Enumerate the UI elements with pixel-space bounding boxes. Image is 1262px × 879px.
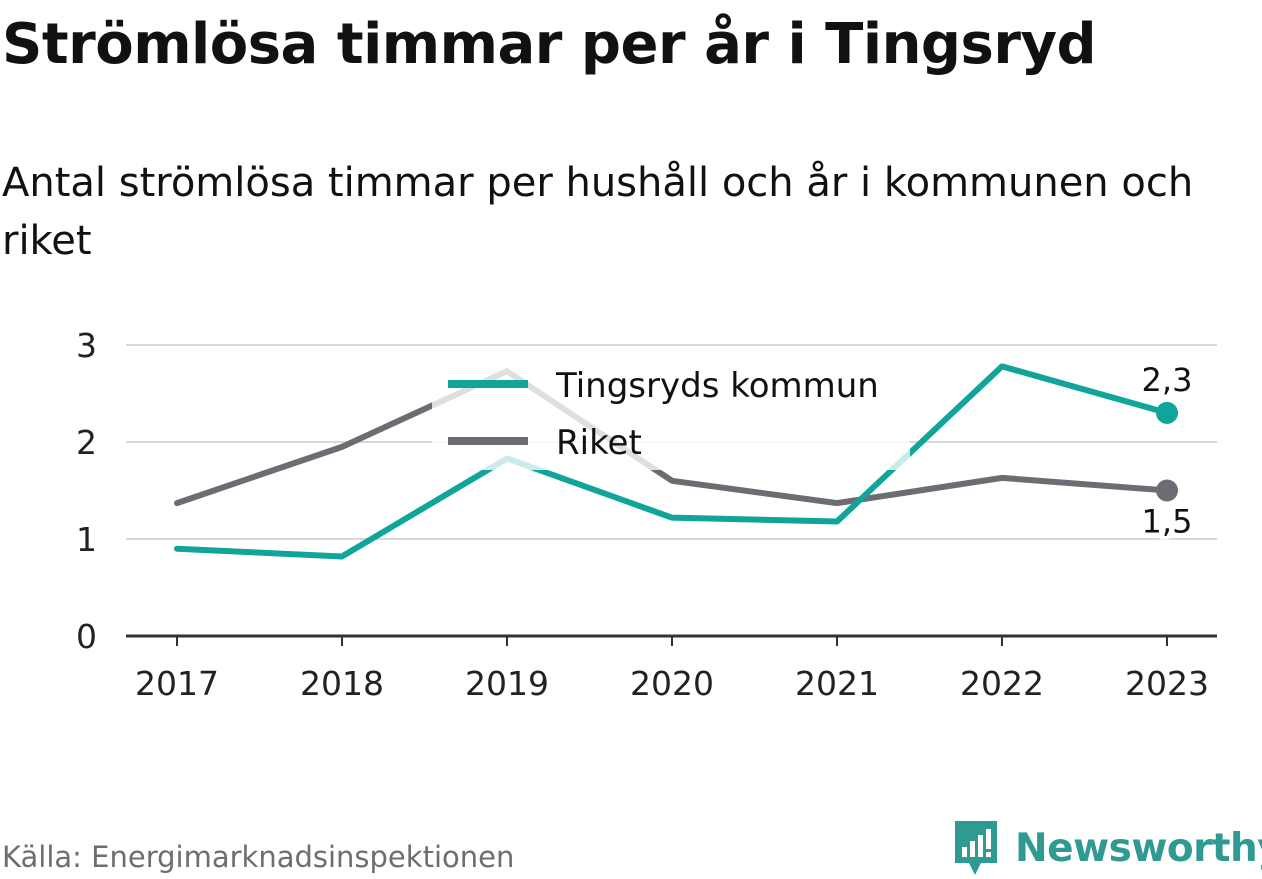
source-note: Källa: Energimarknadsinspektionen — [2, 840, 515, 874]
x-tick-label: 2023 — [1125, 664, 1209, 703]
series-line-tingsryds-kommun — [174, 363, 1170, 560]
x-tick-label: 2021 — [795, 664, 879, 703]
chart-subtitle: Antal strömlösa timmar per hushåll och å… — [2, 160, 1194, 264]
end-point-tingsryds-kommun — [1156, 401, 1178, 424]
legend-label: Riket — [556, 423, 642, 463]
x-tick-label: 2022 — [960, 664, 1044, 703]
bar-chart-icon — [955, 821, 997, 875]
x-tick-label: 2017 — [135, 664, 219, 703]
series-line-riket — [174, 368, 1170, 507]
end-point-riket — [1156, 479, 1178, 502]
x-tick-label: 2020 — [630, 664, 714, 703]
legend-label: Tingsryds kommun — [555, 366, 879, 406]
x-tick-label: 2019 — [465, 664, 549, 703]
y-tick-label: 0 — [76, 617, 97, 656]
y-tick-label: 3 — [76, 326, 97, 365]
x-tick-label: 2018 — [300, 664, 384, 703]
y-tick-label: 1 — [76, 520, 97, 559]
data-label: 1,5 — [1142, 503, 1193, 541]
legend-background — [432, 358, 910, 470]
brand-name: Newsworthy — [1015, 825, 1262, 871]
chart-title: Strömlösa timmar per år i Tingsryd — [2, 12, 1097, 77]
y-tick-label: 2 — [76, 423, 97, 462]
newsworthy-logo: Newsworthy — [951, 818, 1262, 878]
data-label: 2,3 — [1142, 361, 1193, 399]
